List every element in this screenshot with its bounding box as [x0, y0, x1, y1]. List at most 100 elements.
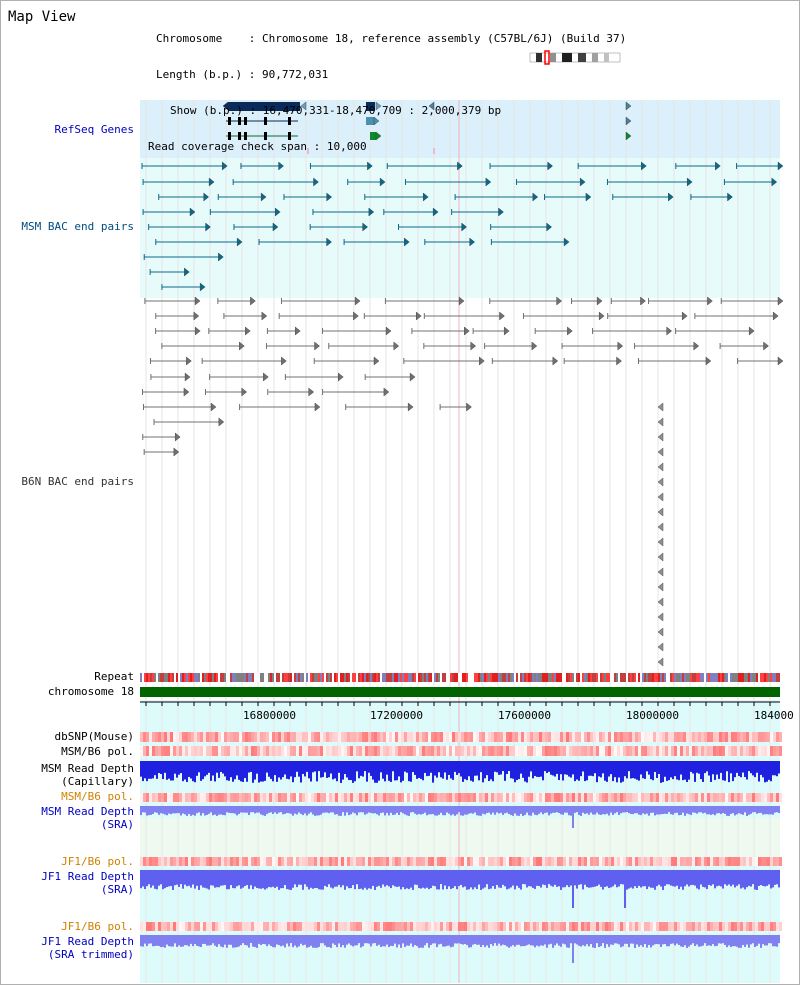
msm-bac-pair-arrow[interactable] [367, 161, 373, 171]
msm-bac-pair-arrow[interactable] [313, 177, 319, 187]
b6n-bac-pair-arrow[interactable] [241, 387, 247, 397]
b6n-bac-pair-arrow[interactable] [173, 447, 180, 457]
b6n-bac-pair-arrow[interactable] [617, 341, 624, 351]
b6n-bac-pair-arrow[interactable] [393, 341, 400, 351]
msm-bac-pair-arrow[interactable] [199, 282, 206, 292]
msm-bac-pair-arrow[interactable] [218, 252, 224, 262]
b6n-bac-pair-arrow[interactable] [281, 356, 287, 366]
msm-bac-pair-arrow[interactable] [423, 192, 429, 202]
msm-bac-pair-arrow[interactable] [379, 177, 386, 187]
chromosome-ideogram[interactable] [529, 50, 621, 65]
label-jf1-pol-1[interactable]: JF1/B6 pol. [61, 855, 134, 868]
gene-block[interactable] [370, 132, 376, 140]
gene-arrow[interactable] [373, 116, 380, 126]
b6n-bac-end[interactable] [657, 552, 664, 562]
b6n-bac-pair-arrow[interactable] [195, 326, 201, 336]
msm-bac-pair-arrow[interactable] [275, 207, 281, 217]
b6n-bac-pair-arrow[interactable] [194, 296, 201, 306]
msm-bac-pair-arrow[interactable] [236, 237, 243, 247]
b6n-bac-pair-arrow[interactable] [210, 402, 217, 412]
b6n-bac-pair-arrow[interactable] [295, 326, 301, 336]
gene-arrow[interactable] [428, 101, 435, 111]
msm-bac-pair-arrow[interactable] [461, 222, 467, 232]
b6n-bac-end[interactable] [657, 507, 664, 517]
label-msm-bac[interactable]: MSM BAC end pairs [21, 220, 134, 233]
b6n-bac-pair-arrow[interactable] [598, 311, 605, 321]
b6n-bac-pair-arrow[interactable] [314, 341, 320, 351]
b6n-bac-end[interactable] [657, 537, 664, 547]
b6n-bac-end[interactable] [657, 522, 664, 532]
b6n-bac-pair-arrow[interactable] [466, 402, 472, 412]
b6n-bac-pair-arrow[interactable] [763, 341, 769, 351]
b6n-bac-pair-arrow[interactable] [693, 341, 700, 351]
b6n-bac-pair-arrow[interactable] [308, 387, 315, 397]
msm-bac-pair-arrow[interactable] [686, 177, 693, 187]
msm-bac-pair-arrow[interactable] [498, 207, 504, 217]
b6n-bac-end[interactable] [657, 642, 664, 652]
refseq-genes[interactable] [222, 101, 632, 154]
gene-block[interactable] [366, 117, 374, 125]
b6n-bac-end[interactable] [657, 477, 664, 487]
gene-arrow[interactable] [300, 101, 307, 111]
gene-arrow[interactable] [375, 101, 382, 111]
b6n-bac-pair-arrow[interactable] [239, 341, 245, 351]
b6n-bac-pair-arrow[interactable] [464, 326, 470, 336]
b6n-bac-pair-arrow[interactable] [666, 326, 672, 336]
msm-bac-pair-arrow[interactable] [326, 192, 332, 202]
label-msm-depth-cap-1[interactable]: MSM Read Depth [41, 762, 134, 775]
msm-bac-pair-arrow[interactable] [368, 207, 375, 217]
b6n-bac-pair-arrow[interactable] [552, 356, 559, 366]
b6n-bac-pair-arrow[interactable] [385, 326, 392, 336]
b6n-bac-pair-arrow[interactable] [503, 326, 510, 336]
msm-bac-pair-arrow[interactable] [457, 161, 463, 171]
msm-bac-pair-arrow[interactable] [272, 222, 279, 232]
b6n-bac-pair-arrow[interactable] [681, 311, 688, 321]
b6n-bac-end[interactable] [657, 582, 664, 592]
b6n-bac-end[interactable] [657, 402, 664, 412]
b6n-bac-pair-arrow[interactable] [499, 311, 505, 321]
b6n-bac-pair-arrow[interactable] [314, 402, 321, 412]
msm-bac-pair-arrow[interactable] [326, 237, 332, 247]
b6n-bac-pair-arrow[interactable] [705, 356, 712, 366]
gene-block[interactable] [228, 102, 300, 111]
msm-bac-pair-arrow[interactable] [585, 192, 592, 202]
msm-bac-pair-arrow[interactable] [184, 267, 190, 277]
msm-bac-pair-arrow[interactable] [532, 192, 539, 202]
label-msm-pol-1[interactable]: MSM/B6 pol. [61, 745, 134, 758]
b6n-bac-pair-arrow[interactable] [261, 311, 268, 321]
msm-bac-pair-arrow[interactable] [189, 207, 196, 217]
b6n-bac-pair-arrow[interactable] [567, 326, 573, 336]
b6n-bac-end[interactable] [657, 657, 664, 667]
b6n-bac-pair-arrow[interactable] [354, 296, 361, 306]
b6n-bac-pair-arrow[interactable] [373, 356, 380, 366]
b6n-bac-pair-arrow[interactable] [245, 326, 251, 336]
msm-bac-pair-arrow[interactable] [205, 222, 211, 232]
b6n-bac-end[interactable] [657, 447, 664, 457]
b6n-bac-pair-arrow[interactable] [707, 296, 713, 306]
gene-arrow[interactable] [375, 131, 382, 141]
gene-arrow[interactable] [625, 101, 632, 111]
b6n-bac-pair-arrow[interactable] [338, 372, 344, 382]
b6n-bac-pair-arrow[interactable] [175, 432, 181, 442]
b6n-bac-pair-arrow[interactable] [186, 356, 192, 366]
gene-arrow[interactable] [222, 101, 229, 111]
msm-bac-pair-arrow[interactable] [432, 207, 439, 217]
label-b6n-bac[interactable]: B6N BAC end pairs [21, 475, 134, 488]
b6n-bac-pair-arrow[interactable] [458, 296, 465, 306]
label-msm-depth-sra-1[interactable]: MSM Read Depth [41, 805, 134, 818]
msm-bac-pair-arrow[interactable] [771, 177, 778, 187]
msm-bac-pair-arrow[interactable] [362, 222, 368, 232]
msm-bac-pair-arrow[interactable] [563, 237, 570, 247]
msm-bac-pair-arrow[interactable] [727, 192, 733, 202]
b6n-bac-pair-arrow[interactable] [353, 311, 359, 321]
msm-bac-pair-arrow[interactable] [404, 237, 410, 247]
b6n-bac-pair-arrow[interactable] [263, 372, 269, 382]
msm-bac-pair-arrow[interactable] [485, 177, 492, 187]
msm-bac-pair-arrow[interactable] [547, 161, 553, 171]
b6n-bac-pair-arrow[interactable] [772, 311, 779, 321]
msm-bac-pairs[interactable] [141, 161, 784, 292]
msm-bac-pair-arrow[interactable] [278, 161, 284, 171]
b6n-bac-pair-arrow[interactable] [596, 296, 603, 306]
b6n-bac-end[interactable] [657, 462, 664, 472]
b6n-bac-pair-arrow[interactable] [183, 387, 190, 397]
